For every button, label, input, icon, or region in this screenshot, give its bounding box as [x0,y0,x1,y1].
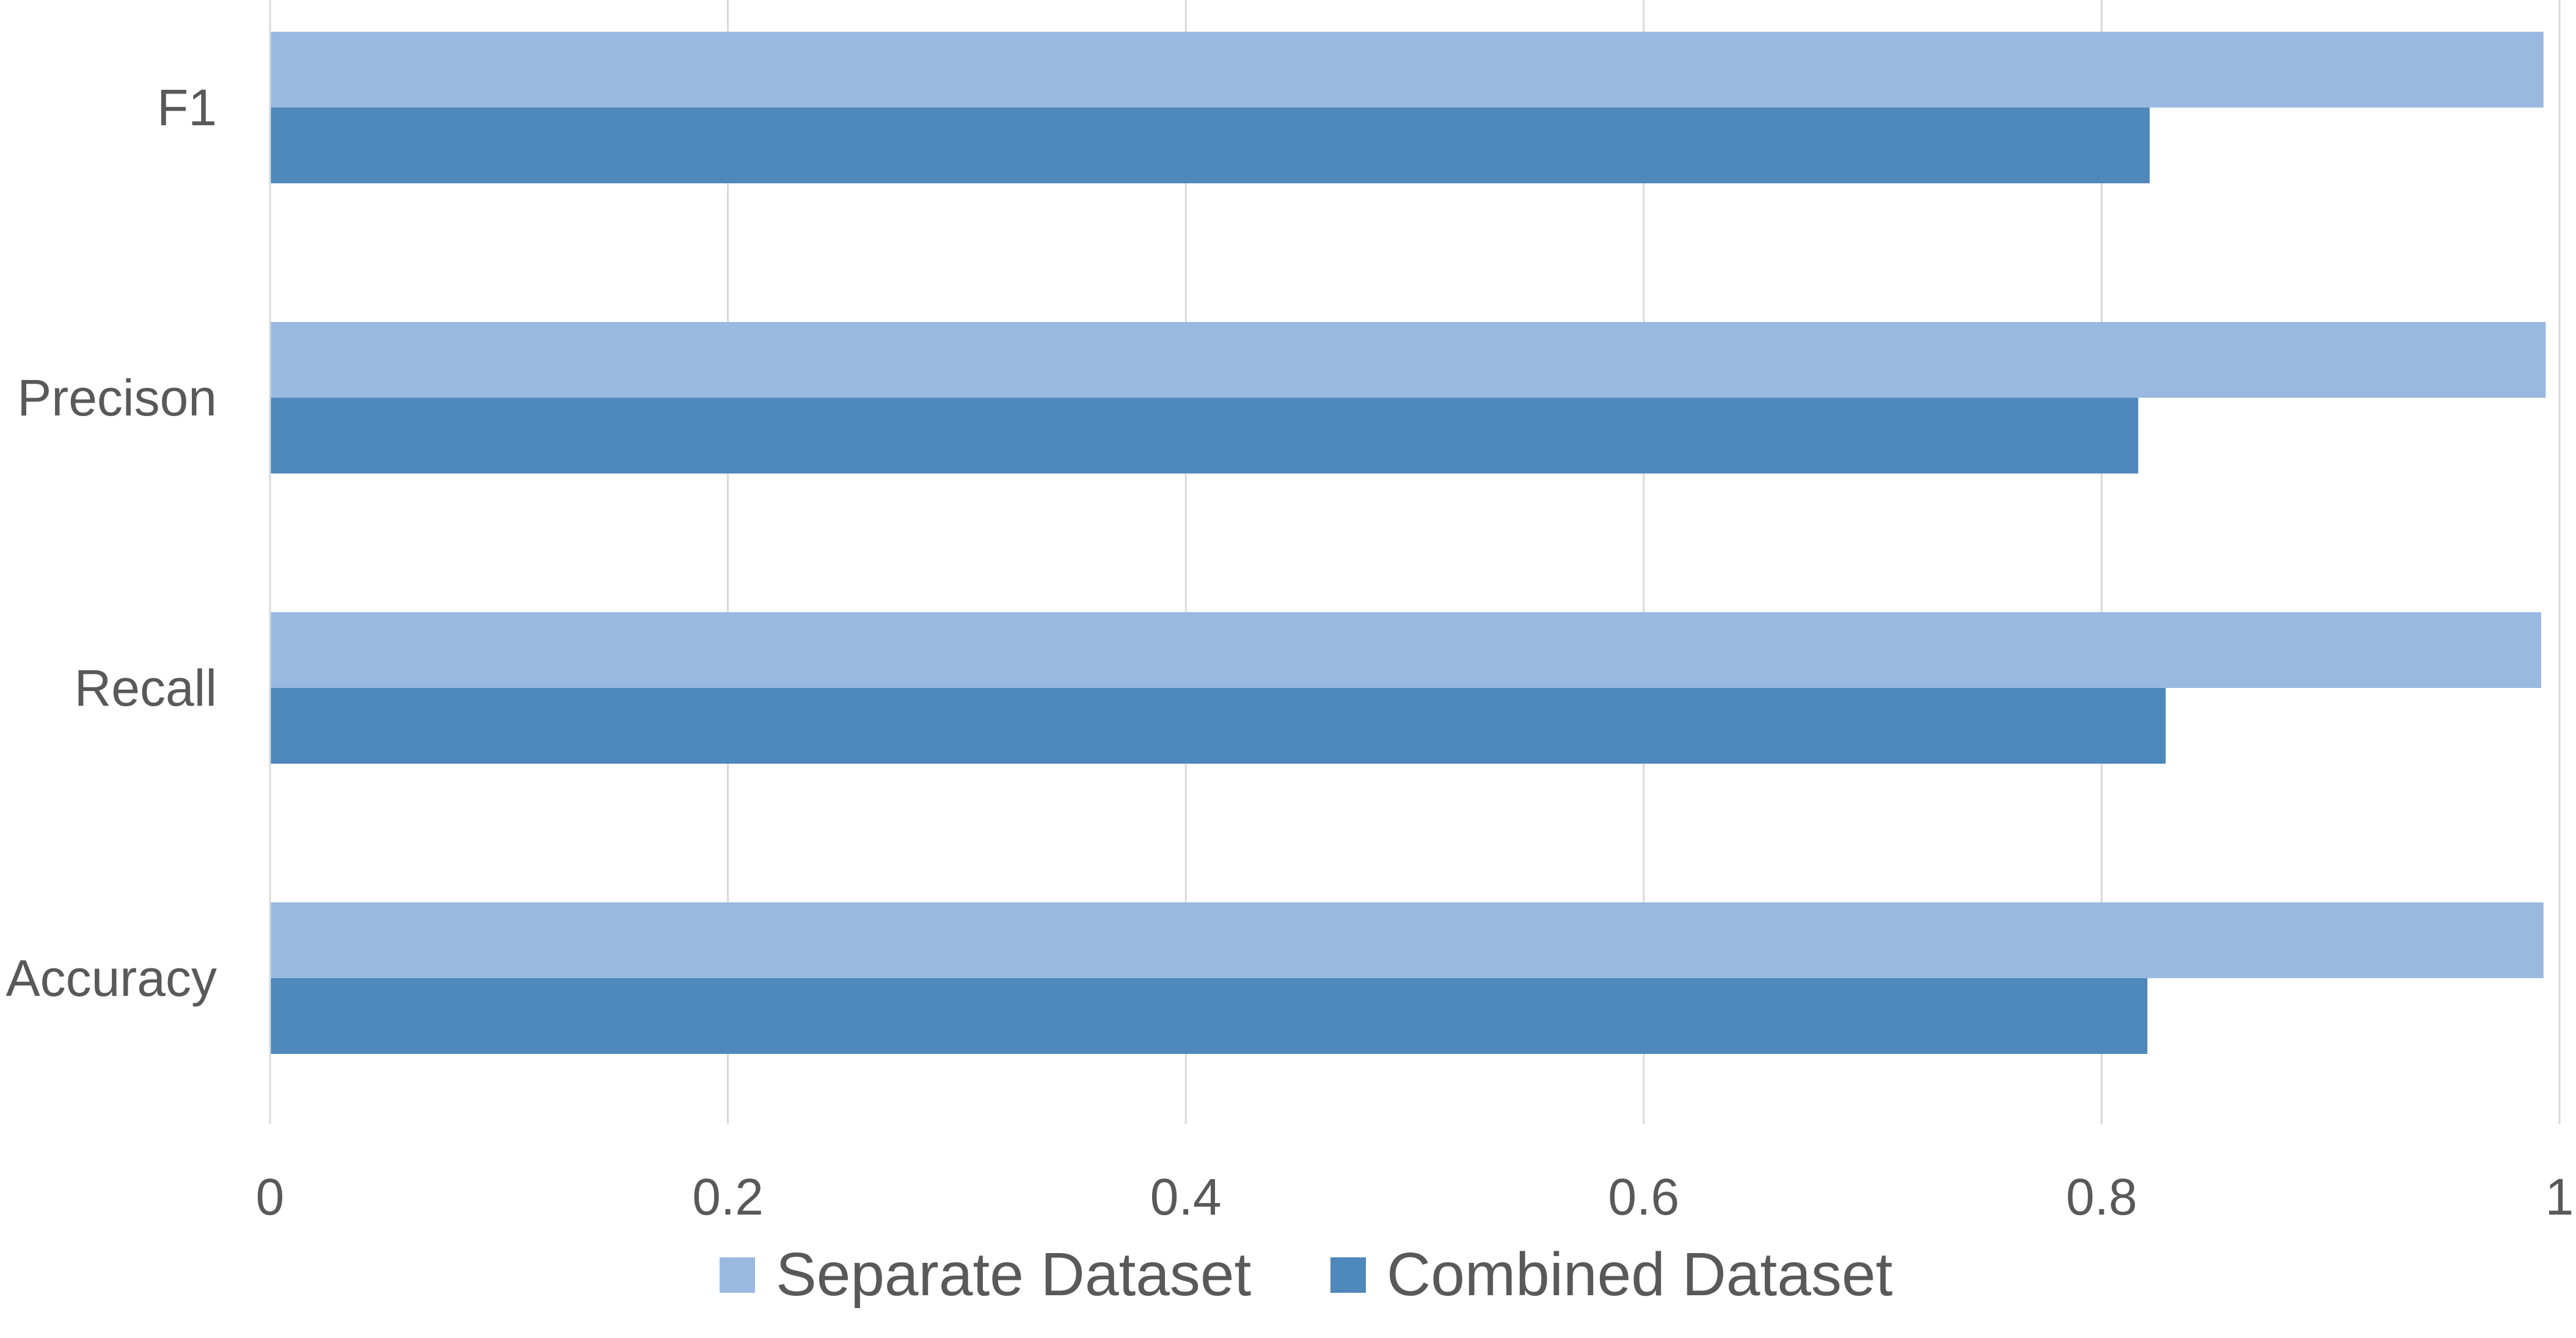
x-tick-label: 0.2 [692,1168,764,1226]
bar-precison-combined-dataset [270,398,2139,473]
bar-accuracy-combined-dataset [270,978,2148,1054]
bar-recall-separate-dataset [270,612,2542,688]
bar-precison-separate-dataset [270,322,2546,398]
bar-f1-separate-dataset [270,32,2544,108]
bar-recall-combined-dataset [270,688,2166,764]
legend: Separate Dataset Combined Dataset [720,1240,1892,1309]
legend-label-separate-dataset: Separate Dataset [776,1240,1251,1309]
x-tick-label: 0.8 [2066,1168,2137,1226]
category-label-accuracy: Accuracy [6,949,217,1007]
category-labels: F1 Precison Recall Accuracy [6,79,217,1007]
bar-accuracy-separate-dataset [270,902,2544,978]
x-tick-label: 0.6 [1608,1168,1679,1226]
x-tick-label: 0 [256,1168,285,1226]
x-tick-label: 1 [2545,1168,2574,1226]
legend-label-combined-dataset: Combined Dataset [1387,1240,1892,1309]
x-tick-labels: 0 0.2 0.4 0.6 0.8 1 [256,1168,2574,1226]
legend-swatch-combined-dataset [1330,1257,1366,1293]
x-tick-label: 0.4 [1150,1168,1222,1226]
category-label-precison: Precison [17,369,217,426]
bars [270,32,2546,1054]
category-label-recall: Recall [75,659,217,717]
legend-swatch-separate-dataset [720,1257,755,1293]
bar-f1-combined-dataset [270,108,2150,183]
category-label-f1: F1 [157,79,217,136]
